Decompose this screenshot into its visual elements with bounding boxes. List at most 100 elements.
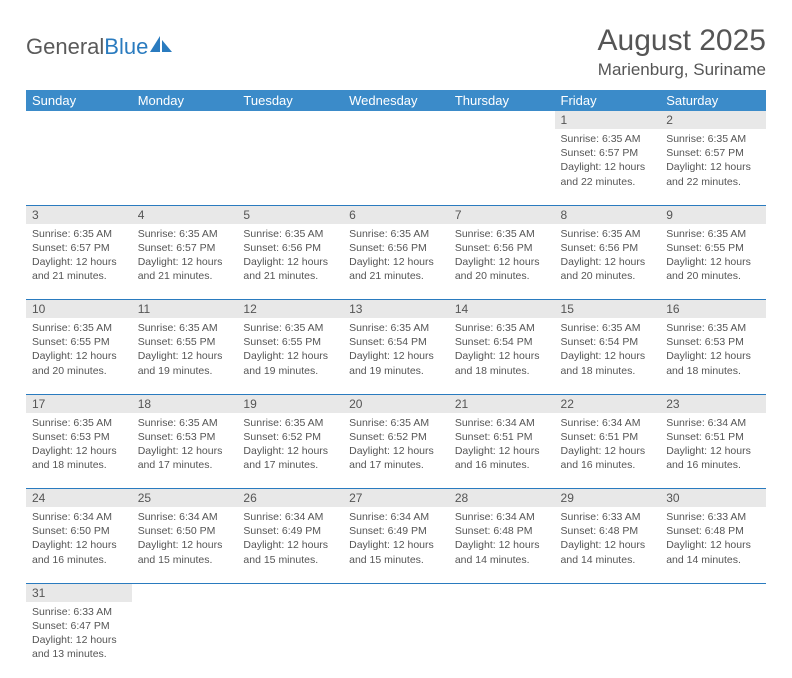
day-number: 10 <box>26 300 132 319</box>
day-cell: Sunrise: 6:35 AMSunset: 6:55 PMDaylight:… <box>132 318 238 394</box>
sunrise-line: Sunrise: 6:35 AM <box>666 321 760 335</box>
sunset-line: Sunset: 6:55 PM <box>243 335 337 349</box>
day-number: 19 <box>237 394 343 413</box>
day-number <box>343 583 449 602</box>
day-cell: Sunrise: 6:35 AMSunset: 6:53 PMDaylight:… <box>660 318 766 394</box>
title-block: August 2025 Marienburg, Suriname <box>598 24 766 80</box>
day-cell: Sunrise: 6:35 AMSunset: 6:57 PMDaylight:… <box>660 129 766 205</box>
day-cell: Sunrise: 6:33 AMSunset: 6:47 PMDaylight:… <box>26 602 132 678</box>
sunrise-line: Sunrise: 6:35 AM <box>561 132 655 146</box>
day-cell: Sunrise: 6:35 AMSunset: 6:56 PMDaylight:… <box>343 224 449 300</box>
sunset-line: Sunset: 6:52 PM <box>243 430 337 444</box>
sunset-line: Sunset: 6:57 PM <box>32 241 126 255</box>
sunset-line: Sunset: 6:56 PM <box>243 241 337 255</box>
day-cell <box>449 602 555 678</box>
day-number: 25 <box>132 489 238 508</box>
sunrise-line: Sunrise: 6:35 AM <box>455 227 549 241</box>
day-number: 14 <box>449 300 555 319</box>
daylight-line: Daylight: 12 hours and 14 minutes. <box>561 538 655 566</box>
day-header: Thursday <box>449 90 555 111</box>
sunset-line: Sunset: 6:57 PM <box>666 146 760 160</box>
day-cell <box>132 129 238 205</box>
daylight-line: Daylight: 12 hours and 15 minutes. <box>243 538 337 566</box>
daylight-line: Daylight: 12 hours and 20 minutes. <box>32 349 126 377</box>
day-number <box>237 111 343 129</box>
sunrise-line: Sunrise: 6:35 AM <box>32 227 126 241</box>
day-cell: Sunrise: 6:35 AMSunset: 6:54 PMDaylight:… <box>555 318 661 394</box>
sunset-line: Sunset: 6:57 PM <box>561 146 655 160</box>
day-number: 12 <box>237 300 343 319</box>
day-cell: Sunrise: 6:35 AMSunset: 6:55 PMDaylight:… <box>26 318 132 394</box>
week-daynum-row: 10111213141516 <box>26 300 766 319</box>
day-number <box>26 111 132 129</box>
day-number: 17 <box>26 394 132 413</box>
sunrise-line: Sunrise: 6:35 AM <box>138 416 232 430</box>
sunset-line: Sunset: 6:48 PM <box>561 524 655 538</box>
day-cell: Sunrise: 6:35 AMSunset: 6:57 PMDaylight:… <box>26 224 132 300</box>
day-cell: Sunrise: 6:35 AMSunset: 6:57 PMDaylight:… <box>555 129 661 205</box>
day-cell <box>449 129 555 205</box>
day-cell: Sunrise: 6:34 AMSunset: 6:51 PMDaylight:… <box>555 413 661 489</box>
day-cell <box>660 602 766 678</box>
day-cell: Sunrise: 6:33 AMSunset: 6:48 PMDaylight:… <box>555 507 661 583</box>
sunrise-line: Sunrise: 6:35 AM <box>349 416 443 430</box>
sunrise-line: Sunrise: 6:34 AM <box>349 510 443 524</box>
sunset-line: Sunset: 6:52 PM <box>349 430 443 444</box>
sunrise-line: Sunrise: 6:35 AM <box>561 227 655 241</box>
sunset-line: Sunset: 6:49 PM <box>243 524 337 538</box>
sunset-line: Sunset: 6:57 PM <box>138 241 232 255</box>
day-cell: Sunrise: 6:35 AMSunset: 6:55 PMDaylight:… <box>237 318 343 394</box>
sunrise-line: Sunrise: 6:35 AM <box>561 321 655 335</box>
day-cell: Sunrise: 6:34 AMSunset: 6:51 PMDaylight:… <box>660 413 766 489</box>
day-cell: Sunrise: 6:34 AMSunset: 6:50 PMDaylight:… <box>132 507 238 583</box>
logo-text-1: General <box>26 34 104 60</box>
sunrise-line: Sunrise: 6:33 AM <box>666 510 760 524</box>
day-number: 30 <box>660 489 766 508</box>
daylight-line: Daylight: 12 hours and 20 minutes. <box>666 255 760 283</box>
day-cell: Sunrise: 6:34 AMSunset: 6:49 PMDaylight:… <box>237 507 343 583</box>
daylight-line: Daylight: 12 hours and 17 minutes. <box>243 444 337 472</box>
sunset-line: Sunset: 6:53 PM <box>32 430 126 444</box>
day-cell: Sunrise: 6:34 AMSunset: 6:51 PMDaylight:… <box>449 413 555 489</box>
day-number: 16 <box>660 300 766 319</box>
week-daynum-row: 31 <box>26 583 766 602</box>
day-cell: Sunrise: 6:35 AMSunset: 6:53 PMDaylight:… <box>132 413 238 489</box>
day-number <box>449 583 555 602</box>
sunset-line: Sunset: 6:55 PM <box>32 335 126 349</box>
day-cell: Sunrise: 6:35 AMSunset: 6:56 PMDaylight:… <box>555 224 661 300</box>
sunset-line: Sunset: 6:51 PM <box>561 430 655 444</box>
sunset-line: Sunset: 6:55 PM <box>666 241 760 255</box>
day-cell: Sunrise: 6:33 AMSunset: 6:48 PMDaylight:… <box>660 507 766 583</box>
sunrise-line: Sunrise: 6:35 AM <box>349 227 443 241</box>
day-cell <box>237 129 343 205</box>
day-number: 23 <box>660 394 766 413</box>
week-info-row: Sunrise: 6:35 AMSunset: 6:55 PMDaylight:… <box>26 318 766 394</box>
daylight-line: Daylight: 12 hours and 15 minutes. <box>349 538 443 566</box>
daylight-line: Daylight: 12 hours and 16 minutes. <box>455 444 549 472</box>
day-cell: Sunrise: 6:35 AMSunset: 6:52 PMDaylight:… <box>343 413 449 489</box>
sunset-line: Sunset: 6:55 PM <box>138 335 232 349</box>
daylight-line: Daylight: 12 hours and 17 minutes. <box>138 444 232 472</box>
daylight-line: Daylight: 12 hours and 13 minutes. <box>32 633 126 661</box>
sunset-line: Sunset: 6:49 PM <box>349 524 443 538</box>
daylight-line: Daylight: 12 hours and 16 minutes. <box>561 444 655 472</box>
day-number: 6 <box>343 205 449 224</box>
daylight-line: Daylight: 12 hours and 19 minutes. <box>243 349 337 377</box>
daylight-line: Daylight: 12 hours and 17 minutes. <box>349 444 443 472</box>
sunset-line: Sunset: 6:54 PM <box>561 335 655 349</box>
day-cell: Sunrise: 6:35 AMSunset: 6:56 PMDaylight:… <box>237 224 343 300</box>
week-info-row: Sunrise: 6:34 AMSunset: 6:50 PMDaylight:… <box>26 507 766 583</box>
daylight-line: Daylight: 12 hours and 18 minutes. <box>455 349 549 377</box>
daylight-line: Daylight: 12 hours and 18 minutes. <box>666 349 760 377</box>
sunrise-line: Sunrise: 6:34 AM <box>243 510 337 524</box>
day-number: 2 <box>660 111 766 129</box>
sunrise-line: Sunrise: 6:35 AM <box>138 227 232 241</box>
daylight-line: Daylight: 12 hours and 18 minutes. <box>561 349 655 377</box>
day-header: Sunday <box>26 90 132 111</box>
day-number: 22 <box>555 394 661 413</box>
calendar-table: SundayMondayTuesdayWednesdayThursdayFrid… <box>26 90 766 678</box>
sunrise-line: Sunrise: 6:34 AM <box>138 510 232 524</box>
sunset-line: Sunset: 6:53 PM <box>138 430 232 444</box>
day-number <box>132 583 238 602</box>
day-number: 21 <box>449 394 555 413</box>
